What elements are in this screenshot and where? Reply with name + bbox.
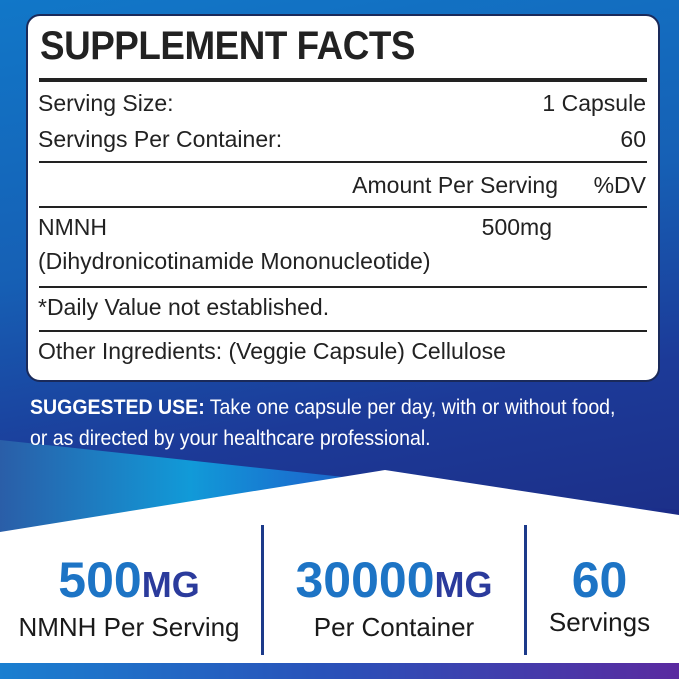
dv-header: %DV <box>593 172 646 198</box>
ingredient-amount: 500mg <box>481 214 552 240</box>
other-ingredients: Other Ingredients: (Veggie Capsule) Cell… <box>38 338 506 364</box>
divider <box>39 161 647 163</box>
amount-header: Amount Per Serving <box>352 172 558 198</box>
footnote: *Daily Value not established. <box>38 294 330 320</box>
serving-size-value: 1 Capsule <box>542 90 646 116</box>
divider <box>39 206 647 208</box>
stat-value: 500 <box>58 552 142 608</box>
divider <box>261 525 264 655</box>
supplement-facts-panel: SUPPLEMENT FACTS Serving Size: 1 Capsule… <box>26 14 660 382</box>
servings-value: 60 <box>620 126 646 152</box>
servings-label: Servings Per Container: <box>38 126 283 152</box>
stat-label: Servings <box>548 607 651 637</box>
divider <box>39 78 647 82</box>
stat-label: NMNH Per Serving <box>18 612 240 642</box>
divider <box>39 286 647 288</box>
suggested-use-text: Take one capsule per day, with or withou… <box>30 396 616 450</box>
suggested-use-label: SUGGESTED USE: <box>30 396 205 419</box>
divider <box>39 330 647 332</box>
divider <box>524 525 527 655</box>
stat-unit: MG <box>141 564 200 605</box>
stat-per-serving: 500MG NMNH Per Serving <box>0 555 258 643</box>
serving-size-label: Serving Size: <box>38 90 174 116</box>
stat-value: 60 <box>571 552 628 608</box>
stat-per-container: 30000MG Per Container <box>264 555 524 643</box>
ingredient-full-name: (Dihydronicotinamide Mononucleotide) <box>38 248 431 274</box>
stat-label: Per Container <box>313 612 475 642</box>
ingredient-name: NMNH <box>38 214 107 240</box>
bottom-strip <box>0 663 679 679</box>
stat-unit: MG <box>434 564 493 605</box>
stat-value: 30000 <box>295 552 435 608</box>
suggested-use: SUGGESTED USE: Take one capsule per day,… <box>30 392 625 454</box>
stat-servings: 60 Servings <box>527 555 672 638</box>
facts-title: SUPPLEMENT FACTS <box>40 24 415 68</box>
